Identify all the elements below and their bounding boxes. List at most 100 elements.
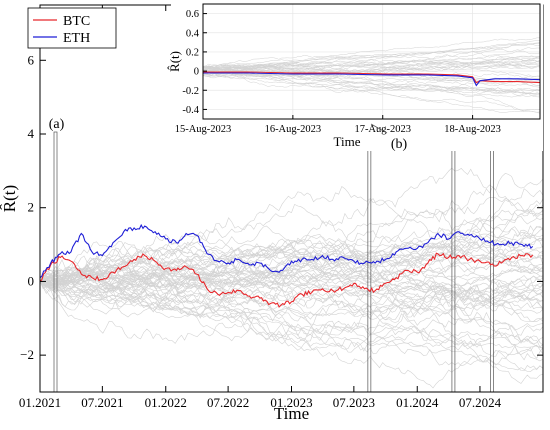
x-tick-label: 07.2023 — [333, 395, 375, 410]
legend: BTC ETH — [27, 7, 117, 49]
main-y-axis-title: R̂(t) — [0, 185, 19, 212]
inset-plot-frame — [202, 3, 541, 120]
inset-x-tick-label: 17-Aug-2023 — [354, 124, 411, 135]
background-path — [39, 277, 544, 372]
inset-background-path — [202, 65, 541, 79]
inset-background-path — [202, 73, 541, 113]
inset-y-axis-title: R̂(t) — [167, 51, 182, 72]
inset-series-line-btc — [203, 71, 541, 84]
inset-y-tick-label: -0.2 — [182, 86, 199, 97]
inset-y-tick-label: 0 — [194, 67, 199, 78]
background-path — [39, 237, 544, 304]
inset-x-tick-label: 18-Aug-2023 — [444, 124, 501, 135]
x-tick-label: 07.2024 — [459, 395, 502, 410]
inset-y-tick-label: 0.6 — [186, 9, 199, 20]
background-path — [39, 249, 544, 316]
inset-background-path — [202, 69, 541, 95]
background-path — [39, 167, 544, 285]
background-path — [39, 261, 544, 307]
background-path — [39, 280, 544, 346]
inset-background-path — [202, 64, 541, 86]
main-x-axis-title: Time — [274, 404, 309, 423]
y-tick-label: 4 — [28, 126, 35, 141]
inset-y-tick-label: 0.2 — [186, 47, 199, 58]
background-path — [39, 275, 544, 308]
y-tick-label: −2 — [20, 347, 34, 362]
y-tick-label: 0 — [28, 273, 35, 288]
inset-background-path — [202, 43, 541, 71]
x-tick-label: 07.2021 — [81, 395, 123, 410]
background-path — [39, 204, 544, 284]
background-path — [39, 279, 544, 355]
main-axes: −2 0 2 4 6 01.2021 07.2021 01.2022 07.2022 01.202… — [19, 5, 543, 410]
x-tick-label: 07.2022 — [207, 395, 249, 410]
background-path — [39, 255, 544, 362]
inset-background-path — [202, 42, 541, 67]
background-path — [39, 255, 544, 292]
background-path — [39, 274, 544, 317]
background-path — [39, 234, 544, 287]
background-path — [39, 269, 543, 293]
x-tick-label: 01.2022 — [145, 395, 187, 410]
x-tick-label: 01.2024 — [396, 395, 439, 410]
background-path — [39, 278, 544, 351]
background-path — [39, 242, 544, 302]
inset-background-path — [203, 67, 541, 98]
background-path — [39, 280, 544, 349]
y-tick-label: 2 — [28, 200, 35, 215]
background-path — [39, 270, 544, 366]
legend-box — [27, 7, 117, 49]
background-path — [39, 186, 544, 283]
background-path — [39, 252, 544, 284]
inset-background-path — [202, 70, 541, 111]
main-background-paths — [39, 167, 544, 389]
inset-background-path — [202, 60, 541, 68]
background-path — [39, 281, 544, 331]
background-path — [39, 281, 544, 345]
background-path — [39, 281, 544, 389]
series-line-eth — [39, 223, 534, 279]
inset-axes: -0.4 -0.2 0 0.2 0.4 0.6 15-Aug-2023 16-Aug-2023… — [175, 9, 501, 135]
inset-x-tick-label: 15-Aug-2023 — [175, 124, 232, 135]
x-tick-label: 01.2023 — [270, 395, 312, 410]
background-path — [39, 232, 544, 293]
background-path — [39, 250, 544, 309]
inset-series-line-eth — [203, 72, 541, 87]
background-path — [39, 273, 544, 348]
background-path — [39, 264, 544, 295]
inset-panel-label: (b) — [391, 137, 408, 152]
x-tick-label: 01.2021 — [19, 395, 61, 410]
annotation-label: (a) — [49, 117, 65, 132]
legend-label-eth: ETH — [63, 31, 90, 46]
inset-x-tick-label: 16-Aug-2023 — [265, 124, 322, 135]
background-path — [39, 270, 544, 312]
inset-y-tick-label: 0.4 — [186, 28, 200, 39]
legend-label-btc: BTC — [63, 14, 90, 29]
inset-x-axis-title: Time — [334, 134, 361, 149]
inset-background-path — [202, 63, 541, 74]
inset-background-path — [202, 56, 540, 78]
inset-background-path — [202, 47, 540, 73]
inset-background-path — [202, 65, 541, 80]
background-path — [39, 258, 544, 290]
background-path — [39, 209, 544, 282]
background-path — [39, 242, 544, 318]
background-path — [39, 270, 544, 345]
inset-series-group — [203, 71, 541, 87]
legend-items: BTC ETH — [33, 14, 90, 46]
background-path — [39, 209, 544, 284]
main-series-group — [39, 223, 534, 308]
inset-background-path — [203, 60, 541, 72]
background-path — [39, 254, 544, 298]
background-path — [39, 173, 544, 301]
inset-background-path — [202, 37, 541, 67]
series-line-btc — [39, 252, 534, 308]
inset-pointer-arrow — [370, 123, 388, 134]
y-tick-label: 6 — [28, 52, 35, 67]
inset-chart: -0.4 -0.2 0 0.2 0.4 0.6 15-Aug-2023 16-Aug-2023… — [167, 0, 543, 152]
background-path — [39, 264, 544, 314]
inset-y-tick-label: -0.4 — [182, 105, 199, 116]
inset-background-paths — [202, 37, 541, 114]
